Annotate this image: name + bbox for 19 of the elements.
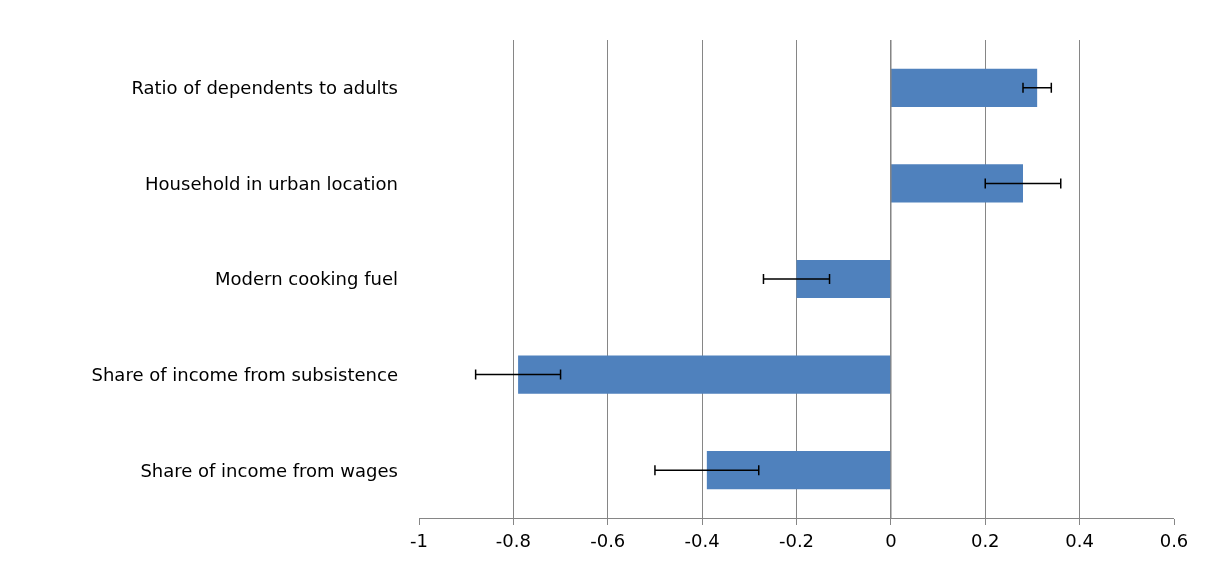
x-tick-label: -0.4 — [684, 529, 720, 551]
x-tick-label: -0.2 — [778, 529, 815, 551]
y-tick-label: Share of income from subsistence — [91, 363, 398, 385]
x-tick-label: -0.8 — [495, 529, 531, 551]
bar — [706, 451, 891, 490]
y-tick-label: Ratio of dependents to adults — [131, 77, 398, 99]
x-tick-label: 0.4 — [1065, 529, 1094, 551]
bar — [890, 68, 1038, 107]
bar — [890, 164, 1023, 203]
bar — [518, 355, 891, 394]
y-tick-label: Share of income from wages — [140, 459, 398, 481]
x-tick-label: -0.6 — [590, 529, 626, 551]
x-tick-label: -1 — [410, 529, 428, 551]
bar — [796, 259, 891, 299]
y-tick-label: Household in urban location — [145, 172, 398, 194]
y-tick-label: Modern cooking fuel — [215, 268, 398, 290]
x-tick-label: 0.2 — [970, 529, 1000, 551]
x-tick-label: 0 — [885, 529, 897, 551]
x-tick-label: 0.6 — [1159, 529, 1189, 551]
